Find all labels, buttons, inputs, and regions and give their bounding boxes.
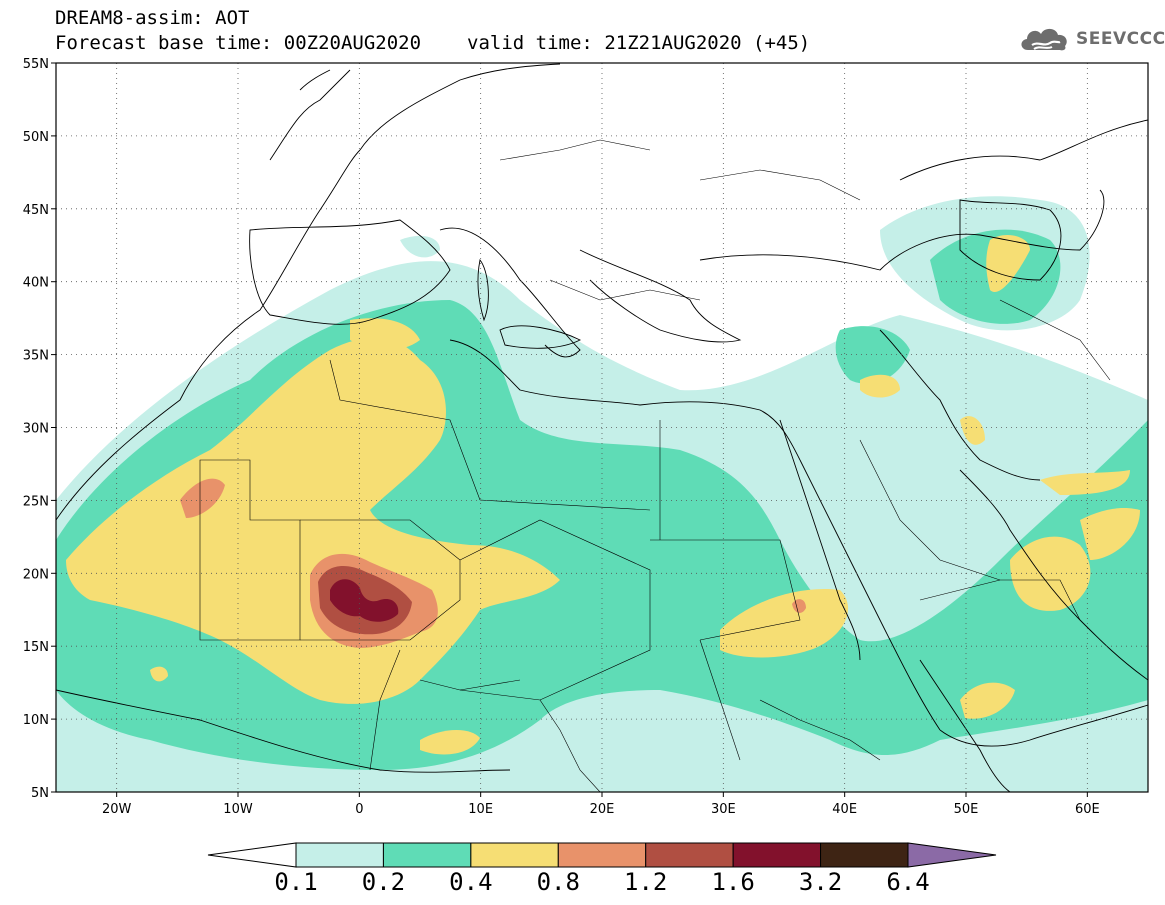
- map-frame: [55, 62, 1149, 793]
- colorbar-under-arrow: [207, 842, 297, 868]
- lat-tick-label: 50N: [23, 130, 49, 145]
- lat-tick-label: 5N: [31, 786, 49, 801]
- lon-tick-label: 20E: [590, 802, 615, 817]
- colorbar-label: 0.4: [449, 868, 493, 896]
- colorbar-bin: [295, 842, 384, 868]
- lon-tick-label: 30E: [711, 802, 736, 817]
- colorbar-label: 1.2: [624, 868, 668, 896]
- lat-tick-label: 35N: [23, 349, 49, 364]
- chart-title: DREAM8-assim: AOT: [55, 7, 250, 29]
- lat-tick-label: 15N: [23, 640, 49, 655]
- lon-tick-label: 0: [355, 802, 363, 817]
- colorbar-bin: [470, 842, 559, 868]
- colorbar-label: 0.8: [536, 868, 580, 896]
- lat-tick-label: 55N: [23, 57, 49, 72]
- valid-time: valid time: 21Z21AUG2020 (+45): [467, 32, 811, 54]
- lat-tick-label: 30N: [23, 422, 49, 437]
- colorbar-over-arrow: [907, 842, 997, 868]
- colorbar: [207, 842, 997, 868]
- lat-tick-label: 20N: [23, 567, 49, 582]
- colorbar-bin: [645, 842, 734, 868]
- axis-labels: 5N 10N 15N 20N 25N 30N 35N 40N 45N 50N 55N 20W 10W 0 1…: [23, 57, 1100, 817]
- forecast-times: Forecast base time: 00Z20AUG2020 valid ti…: [55, 33, 810, 53]
- colorbar-bin: [557, 842, 647, 868]
- lat-lon-grid: [51, 62, 1148, 797]
- logo-text: SEEVCCC: [1076, 29, 1165, 49]
- lon-tick-label: 10E: [468, 802, 493, 817]
- seevccc-logo: SEEVCCC: [1018, 22, 1165, 56]
- colorbar-label: 1.6: [711, 868, 755, 896]
- lon-tick-label: 60E: [1075, 802, 1100, 817]
- base-time: Forecast base time: 00Z20AUG2020: [55, 32, 422, 54]
- colorbar-label: 6.4: [886, 868, 930, 896]
- lat-tick-label: 40N: [23, 276, 49, 291]
- colorbar-bin: [732, 842, 822, 868]
- aot-band-1.6: [330, 579, 399, 622]
- aot-field: [56, 63, 1148, 792]
- coastlines: [56, 63, 1148, 792]
- colorbar-label: 0.1: [274, 868, 318, 896]
- lat-tick-label: 25N: [23, 494, 49, 509]
- colorbar-label: 3.2: [798, 868, 843, 896]
- colorbar-bin: [382, 842, 472, 868]
- colorbar-bin: [820, 842, 909, 868]
- lat-tick-label: 45N: [23, 203, 49, 218]
- lat-tick-label: 10N: [23, 713, 49, 728]
- cloud-icon: [1021, 28, 1067, 51]
- lon-tick-label: 10W: [223, 802, 253, 817]
- lon-tick-label: 50E: [954, 802, 979, 817]
- lon-tick-label: 40E: [832, 802, 857, 817]
- borders: [199, 139, 1111, 792]
- lon-tick-label: 20W: [102, 802, 132, 817]
- colorbar-label: 0.2: [361, 868, 406, 896]
